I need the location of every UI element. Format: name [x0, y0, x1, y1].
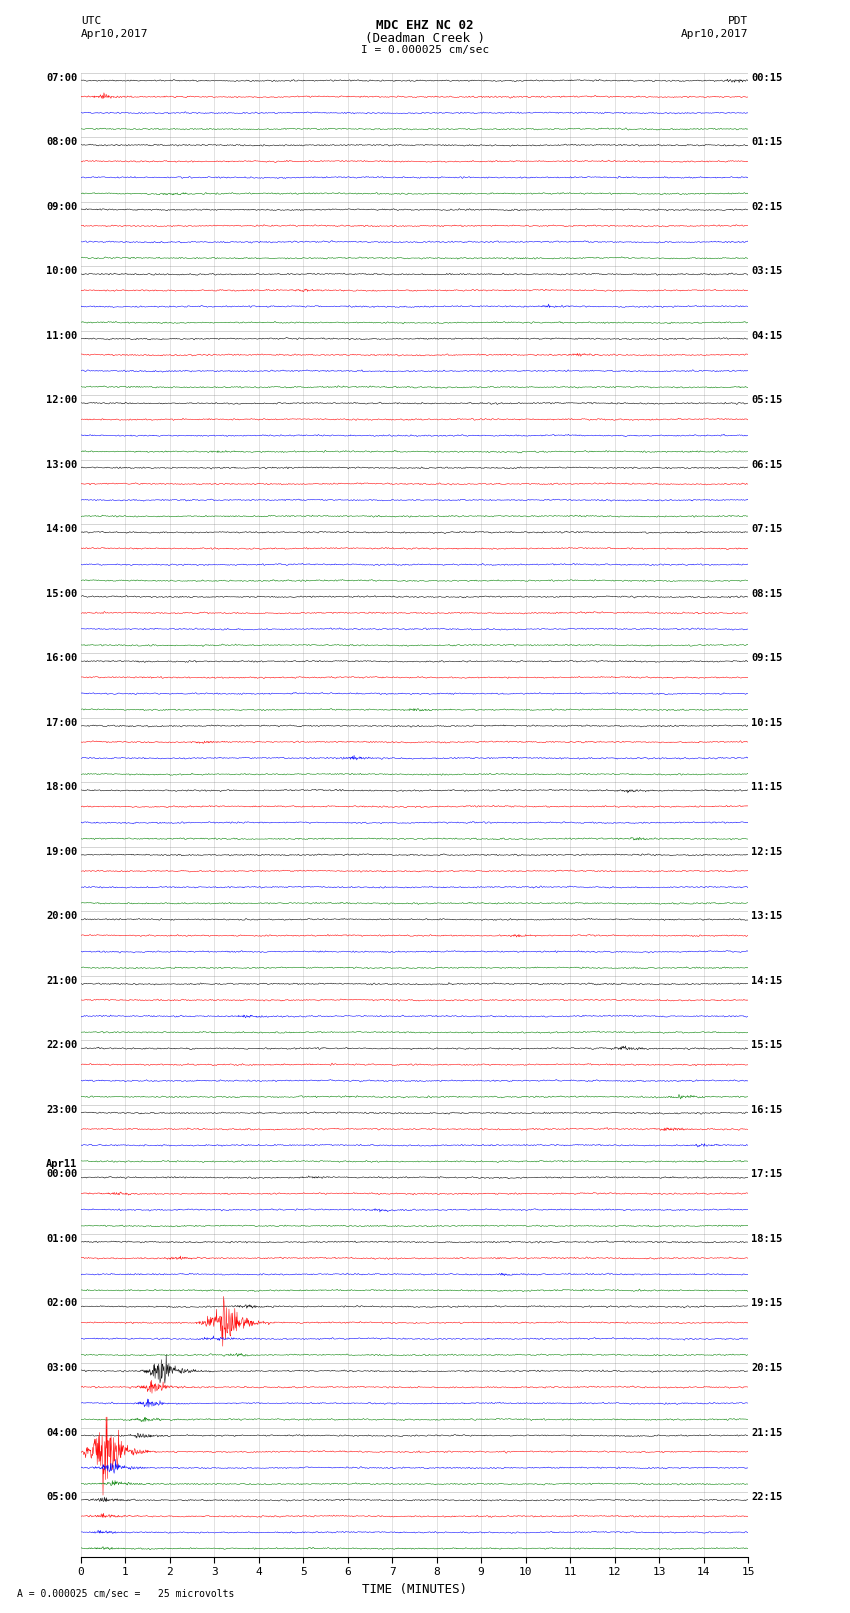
Text: 13:15: 13:15 [751, 911, 783, 921]
Text: 01:15: 01:15 [751, 137, 783, 147]
Text: 10:15: 10:15 [751, 718, 783, 727]
Text: 14:15: 14:15 [751, 976, 783, 986]
Text: Apr11: Apr11 [46, 1160, 77, 1169]
Text: 21:15: 21:15 [751, 1428, 783, 1437]
Text: (Deadman Creek ): (Deadman Creek ) [365, 32, 485, 45]
Text: 02:15: 02:15 [751, 202, 783, 211]
Text: I = 0.000025 cm/sec: I = 0.000025 cm/sec [361, 45, 489, 55]
Text: 20:00: 20:00 [46, 911, 77, 921]
Text: 10:00: 10:00 [46, 266, 77, 276]
Text: 09:15: 09:15 [751, 653, 783, 663]
Text: 04:15: 04:15 [751, 331, 783, 340]
Text: 03:15: 03:15 [751, 266, 783, 276]
Text: 18:15: 18:15 [751, 1234, 783, 1244]
Text: 19:15: 19:15 [751, 1298, 783, 1308]
Text: Apr10,2017: Apr10,2017 [81, 29, 148, 39]
Text: 00:15: 00:15 [751, 73, 783, 82]
Text: 21:00: 21:00 [46, 976, 77, 986]
Text: Apr10,2017: Apr10,2017 [681, 29, 748, 39]
Text: 11:00: 11:00 [46, 331, 77, 340]
Text: 16:15: 16:15 [751, 1105, 783, 1115]
Text: UTC: UTC [81, 16, 101, 26]
Text: 07:15: 07:15 [751, 524, 783, 534]
Text: 12:00: 12:00 [46, 395, 77, 405]
Text: 12:15: 12:15 [751, 847, 783, 857]
Text: 09:00: 09:00 [46, 202, 77, 211]
Text: 01:00: 01:00 [46, 1234, 77, 1244]
Text: 13:00: 13:00 [46, 460, 77, 469]
Text: 22:00: 22:00 [46, 1040, 77, 1050]
Text: 02:00: 02:00 [46, 1298, 77, 1308]
X-axis label: TIME (MINUTES): TIME (MINUTES) [362, 1582, 467, 1595]
Text: 03:00: 03:00 [46, 1363, 77, 1373]
Text: 05:00: 05:00 [46, 1492, 77, 1502]
Text: 08:15: 08:15 [751, 589, 783, 598]
Text: 22:15: 22:15 [751, 1492, 783, 1502]
Text: 15:15: 15:15 [751, 1040, 783, 1050]
Text: 15:00: 15:00 [46, 589, 77, 598]
Text: 08:00: 08:00 [46, 137, 77, 147]
Text: 20:15: 20:15 [751, 1363, 783, 1373]
Text: A = 0.000025 cm/sec =   25 microvolts: A = 0.000025 cm/sec = 25 microvolts [17, 1589, 235, 1598]
Text: 14:00: 14:00 [46, 524, 77, 534]
Text: 17:00: 17:00 [46, 718, 77, 727]
Text: 11:15: 11:15 [751, 782, 783, 792]
Text: 23:00: 23:00 [46, 1105, 77, 1115]
Text: MDC EHZ NC 02: MDC EHZ NC 02 [377, 19, 473, 32]
Text: 18:00: 18:00 [46, 782, 77, 792]
Text: 00:00: 00:00 [46, 1169, 77, 1179]
Text: 04:00: 04:00 [46, 1428, 77, 1437]
Text: 16:00: 16:00 [46, 653, 77, 663]
Text: 19:00: 19:00 [46, 847, 77, 857]
Text: 07:00: 07:00 [46, 73, 77, 82]
Text: 17:15: 17:15 [751, 1169, 783, 1179]
Text: PDT: PDT [728, 16, 748, 26]
Text: 06:15: 06:15 [751, 460, 783, 469]
Text: 05:15: 05:15 [751, 395, 783, 405]
